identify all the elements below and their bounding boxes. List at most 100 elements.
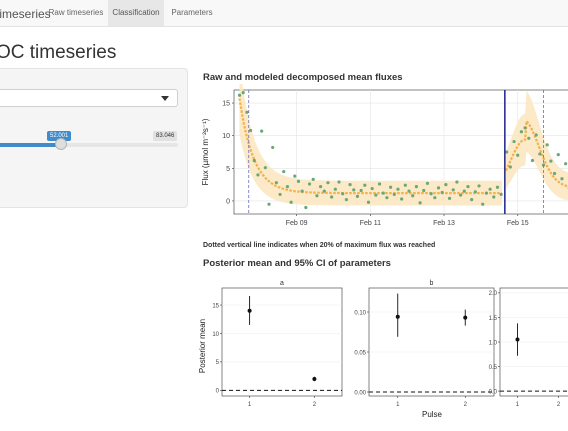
flux-data-point	[448, 197, 451, 200]
panel-strip	[500, 278, 568, 287]
flux-data-point	[286, 185, 289, 188]
flux-data-point	[345, 198, 348, 201]
panel-y-tick-label: 10	[212, 332, 219, 338]
flux-data-point	[301, 190, 304, 193]
flux-data-point	[441, 191, 444, 194]
flux-data-point	[444, 183, 447, 186]
slider-track[interactable]	[0, 143, 178, 147]
flux-data-point	[418, 201, 421, 204]
flux-data-point	[474, 190, 477, 193]
flux-x-tick-label: Feb 11	[360, 220, 381, 227]
flux-data-point	[337, 180, 340, 183]
flux-x-tick-label: Feb 09	[286, 220, 308, 227]
panel-y-tick-label: 0.5	[489, 365, 498, 371]
flux-data-point	[527, 137, 530, 140]
flux-data-point	[492, 195, 495, 198]
tab-classification[interactable]: Classification	[108, 0, 164, 26]
flux-y-tick-label: 15	[222, 101, 230, 108]
navbar: timeseries Raw timeseries Classification…	[0, 0, 568, 27]
flux-data-point	[549, 160, 552, 163]
flux-data-point	[319, 185, 322, 188]
slider-max-label: 83.046	[153, 131, 177, 141]
flux-data-point	[260, 130, 263, 133]
flux-data-point	[293, 175, 296, 178]
panel-y-tick-label: 0	[216, 389, 220, 395]
flux-data-point	[242, 91, 245, 94]
tab-parameters[interactable]: Parameters	[164, 0, 220, 26]
dataset-select[interactable]	[0, 89, 178, 107]
flux-y-tick-label: 0	[226, 198, 230, 205]
panel-x-tick-label: 1	[516, 402, 520, 408]
posterior-y-axis-label: Posterior mean	[198, 319, 207, 373]
flux-data-point	[334, 188, 337, 191]
flux-data-point	[481, 203, 484, 206]
panel-x-tick-label: 2	[464, 402, 468, 408]
panel-frame	[222, 288, 342, 396]
tab-raw-timeseries[interactable]: Raw timeseries	[44, 0, 108, 26]
flux-data-point	[290, 201, 293, 204]
flux-data-point	[278, 193, 281, 196]
flux-data-point	[396, 188, 399, 191]
flux-data-point	[253, 159, 256, 162]
flux-data-point	[249, 129, 252, 132]
flux-data-point	[271, 146, 274, 149]
slider-fill	[0, 143, 61, 147]
flux-data-point	[341, 192, 344, 195]
posterior-mean-point	[248, 309, 252, 313]
flux-data-point	[433, 196, 436, 199]
flux-data-point	[546, 143, 549, 146]
flux-data-point	[500, 193, 503, 196]
panel-y-tick-label: 0.0	[489, 389, 498, 395]
flux-data-point	[463, 190, 466, 193]
flux-data-point	[512, 140, 515, 143]
flux-data-point	[509, 165, 512, 168]
flux-x-tick-label: Feb 15	[507, 220, 529, 227]
flux-data-point	[553, 172, 556, 175]
flux-data-point	[560, 177, 563, 180]
flux-y-tick-label: 5	[226, 166, 230, 173]
flux-data-point	[523, 126, 526, 129]
panel-x-tick-label: 2	[313, 402, 317, 408]
flux-data-point	[245, 111, 248, 114]
flux-data-point	[330, 195, 333, 198]
flux-data-point	[312, 178, 315, 181]
panel-y-tick-label: 0.05	[354, 350, 366, 356]
flux-data-point	[485, 192, 488, 195]
flux-y-tick-label: 10	[222, 133, 230, 140]
flux-data-point	[466, 185, 469, 188]
posterior-mean-point	[515, 338, 519, 342]
flux-data-point	[459, 193, 462, 196]
flux-data-point	[426, 182, 429, 185]
flux-data-point	[374, 193, 377, 196]
flux-data-point	[382, 192, 385, 195]
flux-data-point	[371, 187, 374, 190]
flux-data-point	[267, 203, 270, 206]
caret-down-icon	[161, 96, 169, 101]
flux-data-point	[264, 166, 267, 169]
flux-data-point	[477, 184, 480, 187]
flux-data-point	[315, 194, 318, 197]
panel-y-tick-label: 15	[212, 303, 219, 309]
flux-data-point	[422, 189, 425, 192]
flux-data-point	[363, 184, 366, 187]
panel-frame	[369, 288, 494, 396]
slider-handle[interactable]	[55, 138, 67, 150]
flux-data-point	[411, 194, 414, 197]
flux-data-point	[378, 182, 381, 185]
flux-data-point	[557, 153, 560, 156]
flux-data-point	[389, 186, 392, 189]
posterior-mean-point	[396, 315, 400, 319]
flux-data-point	[275, 181, 278, 184]
flux-data-point	[531, 159, 534, 162]
flux-data-point	[385, 196, 388, 199]
flux-data-point	[282, 170, 285, 173]
panel-y-tick-label: 2.0	[489, 291, 498, 297]
flux-data-point	[437, 186, 440, 189]
panel-y-tick-label: 0.00	[354, 390, 366, 396]
flux-data-point	[360, 189, 363, 192]
page-title: OC timeseries	[0, 42, 116, 64]
flux-data-point	[455, 180, 458, 183]
